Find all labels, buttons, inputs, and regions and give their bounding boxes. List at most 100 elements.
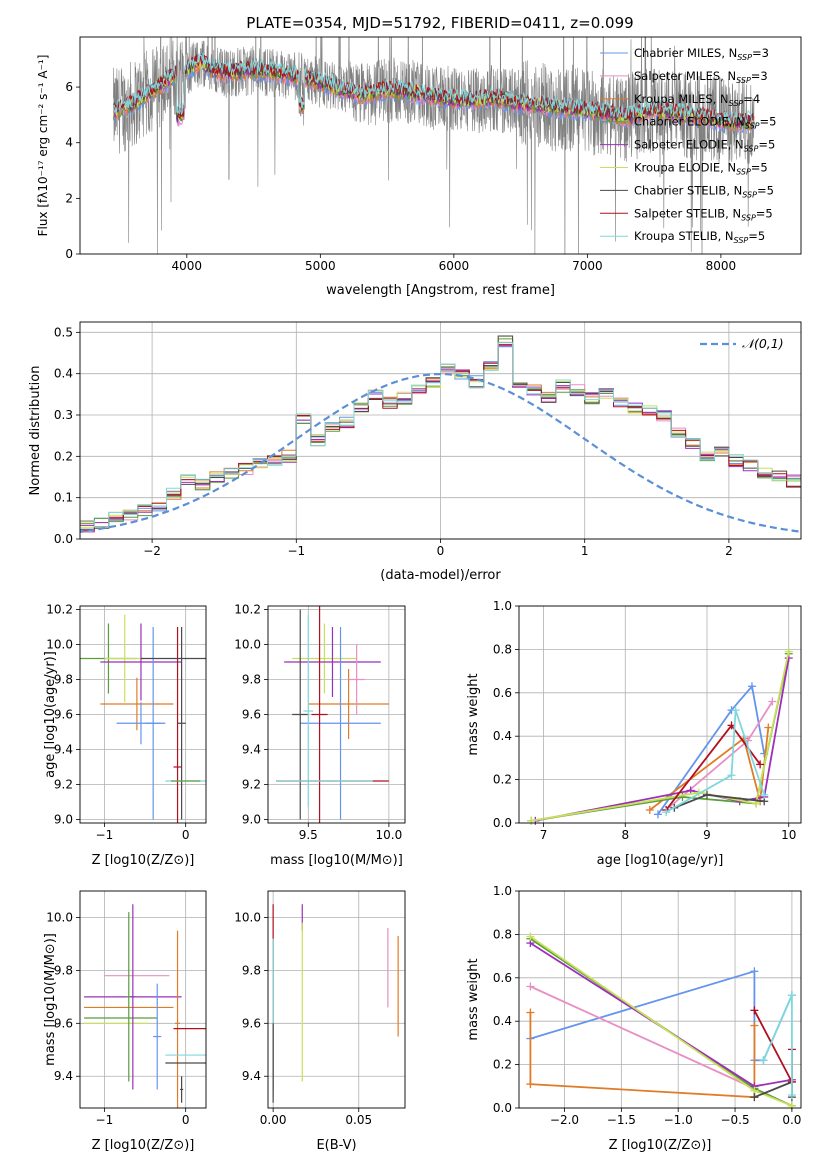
legend-entry: Chabrier STELIB, NSSP=5 <box>634 183 774 199</box>
plot-background <box>80 891 206 1108</box>
y-tick-label: 9.4 <box>242 1069 261 1083</box>
plot-background <box>268 891 405 1108</box>
legend-entry: Salpeter STELIB, NSSP=5 <box>634 206 773 222</box>
legend-entry: Salpeter MILES, NSSP=3 <box>634 69 768 85</box>
y-axis-label: Flux [fλ10⁻¹⁷ erg cm⁻² s⁻¹ A⁻¹] <box>36 55 50 237</box>
x-tick-label: 10.0 <box>376 828 403 842</box>
axes-residuals: −2 −1 0 1 2 0.0 0.1 0.2 0.3 0.4 0.5 (data-model)/er… <box>28 321 802 583</box>
x-tick-label: 10 <box>781 828 796 842</box>
spectrum-plot <box>112 37 755 254</box>
y-tick-label: 0.1 <box>54 491 73 505</box>
x-tick-label: 8000 <box>706 259 737 273</box>
y-axis-label: Normed distribution <box>28 366 43 496</box>
legend-entry: Salpeter ELODIE, NSSP=5 <box>634 138 775 154</box>
data-point <box>703 790 711 799</box>
data-point <box>760 790 769 799</box>
axes-frame <box>518 605 802 824</box>
errorbar-point <box>104 614 146 703</box>
data-point <box>747 682 756 691</box>
y-tick-label: 9.8 <box>54 673 73 687</box>
mass-weight-series-6 <box>531 651 790 822</box>
y-tick-label: 0.2 <box>493 773 512 787</box>
figure-title: PLATE=0354, MJD=51792, FIBERID=0411, z=0… <box>246 14 633 32</box>
y-tick-label: 9.4 <box>242 743 261 757</box>
x-tick-label: 0.0 <box>782 1113 801 1127</box>
y-tick-label: 0.0 <box>493 816 512 830</box>
y-tick-label: 9.0 <box>54 813 73 827</box>
x-axis-label: (data-model)/error <box>380 568 501 583</box>
legend: Chabrier MILES, NSSP=3 Salpeter MILES, NS… <box>600 46 776 245</box>
errorbar-point <box>100 623 182 701</box>
axes-massweight-vs-z: −2.0 −1.5 −1.0 −0.5 0.0 0.0 0.2 0.4 0.6 0.8 1.0 Z [… <box>466 884 801 1153</box>
x-tick-label: 5000 <box>305 259 336 273</box>
x-tick-label: 8 <box>621 828 629 842</box>
legend-entry: Kroupa STELIB, NSSP=5 <box>634 229 765 245</box>
errorbar-point <box>300 627 381 820</box>
x-tick-label: −0.5 <box>720 1113 749 1127</box>
y-tick-label: 0.2 <box>54 449 73 463</box>
x-tick-label: −1 <box>96 828 114 842</box>
y-tick-label: 10.0 <box>234 910 261 924</box>
y-tick-label: 0.0 <box>54 532 73 546</box>
mass-weight-series-1 <box>657 684 766 815</box>
line-plot <box>526 932 796 1110</box>
legend-entry: Kroupa ELODIE, NSSP=5 <box>634 161 768 177</box>
y-tick-label: 0.4 <box>54 367 73 381</box>
y-tick-label: 0.6 <box>493 686 512 700</box>
plot-background <box>519 606 801 823</box>
x-tick-label: 4000 <box>172 259 203 273</box>
y-tick-label: 9.6 <box>242 708 261 722</box>
x-tick-label: 9.5 <box>299 828 318 842</box>
data-point <box>784 647 793 656</box>
y-tick-label: 4 <box>65 136 73 150</box>
y-tick-label: 9.6 <box>242 1016 261 1030</box>
errorbar-point <box>308 669 389 739</box>
data-point <box>678 792 687 801</box>
data-point <box>764 723 773 732</box>
errorbar-plot <box>272 904 399 1103</box>
x-axis-label: E(B-V) <box>316 1138 356 1153</box>
errorbar-point <box>173 627 182 823</box>
data-point <box>759 1056 768 1065</box>
y-tick-label: 9.8 <box>242 963 261 977</box>
x-tick-label: −2 <box>143 544 161 558</box>
y-tick-label: 9.2 <box>54 778 73 792</box>
gaussian-curve <box>80 373 801 533</box>
errorbar-point <box>153 983 162 1090</box>
data-point <box>750 1006 759 1015</box>
errorbar-point <box>348 644 365 715</box>
errorbar-point <box>130 904 136 1090</box>
x-tick-label: 1 <box>581 544 589 558</box>
y-tick-label: 0 <box>65 247 73 261</box>
y-tick-label: 10.0 <box>46 910 73 924</box>
x-axis-label: age [log10(age/yr)] <box>597 853 724 868</box>
data-point <box>787 1090 796 1099</box>
y-tick-label: 0.3 <box>54 408 73 422</box>
x-axis-label: Z [log10(Z/Z⊙)] <box>92 853 195 868</box>
data-point <box>750 967 759 976</box>
axes-mass-vs-ebv: 0.00 0.05 9.4 9.6 9.8 10.0 E(B-V) <box>234 890 406 1153</box>
x-tick-label: 0.05 <box>345 1113 372 1127</box>
y-axis-label: mass weight <box>466 958 481 1040</box>
axes-spectrum: 4000 5000 6000 7000 8000 0 2 4 6 wavelength [Angs… <box>36 36 802 298</box>
model-spectrum-9 <box>112 52 755 125</box>
histogram-plot <box>80 335 801 538</box>
data-point <box>526 1080 535 1089</box>
y-tick-label: 2 <box>65 191 73 205</box>
mass-weight-series-3 <box>529 1012 756 1099</box>
x-tick-label: 7000 <box>572 259 603 273</box>
x-axis-label: wavelength [Angstrom, rest frame] <box>326 283 555 298</box>
x-axis-label: Z [log10(Z/Z⊙)] <box>609 1138 712 1153</box>
x-tick-label: 0.00 <box>260 1113 287 1127</box>
line-plot <box>527 647 793 825</box>
x-tick-label: 0 <box>182 1113 190 1127</box>
errorbar-point <box>179 1076 184 1103</box>
y-tick-label: 10.2 <box>234 603 261 617</box>
x-tick-label: −1.5 <box>607 1113 636 1127</box>
y-tick-label: 0.6 <box>493 971 512 985</box>
axes-age-vs-mass: 9.5 10.0 9.0 9.2 9.4 9.6 9.8 10.0 10.2 mass [log1… <box>234 603 406 868</box>
y-tick-label: 0.2 <box>493 1058 512 1072</box>
axes-frame <box>518 890 802 1109</box>
y-tick-label: 9.4 <box>54 1069 73 1083</box>
y-axis-label: age [log10(age/yr)] <box>43 651 58 778</box>
